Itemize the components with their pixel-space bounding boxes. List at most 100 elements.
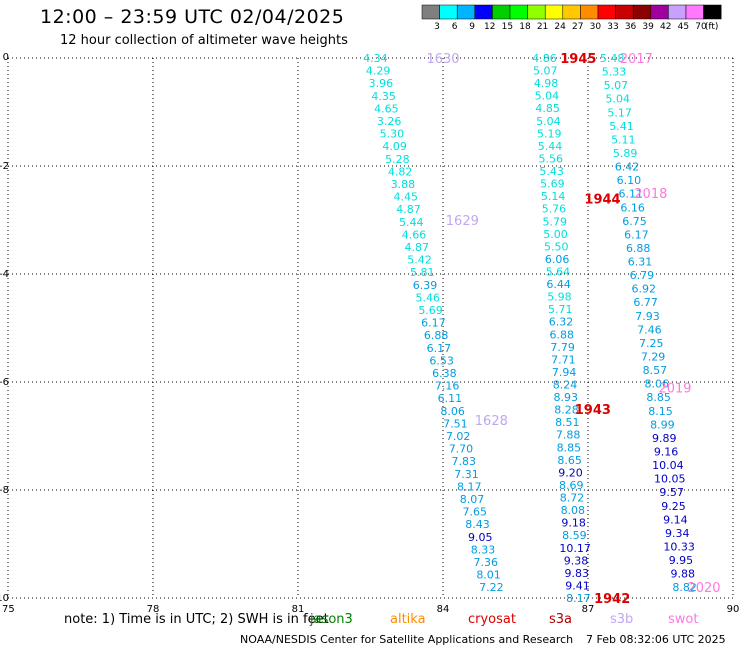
wave-height-value: 6.17 bbox=[427, 342, 452, 355]
wave-height-value: 10.04 bbox=[652, 459, 684, 472]
wave-height-value: 5.89 bbox=[613, 147, 638, 160]
wave-height-value: 8.06 bbox=[440, 405, 465, 418]
pass-number: 1945 bbox=[560, 52, 596, 67]
wave-height-value: 5.81 bbox=[410, 266, 435, 279]
wave-height-value: 8.65 bbox=[557, 454, 582, 467]
wave-height-value: 9.34 bbox=[665, 527, 690, 540]
wave-height-value: 5.98 bbox=[547, 291, 572, 304]
wave-height-value: 6.16 bbox=[620, 201, 645, 214]
wave-height-value: 8.28 bbox=[554, 404, 579, 417]
wave-height-value: 6.32 bbox=[549, 316, 574, 329]
x-tick-label: 90 bbox=[727, 604, 740, 612]
wave-height-value: 9.14 bbox=[663, 513, 688, 526]
wave-height-value: 7.79 bbox=[550, 341, 575, 354]
wave-height-value: 4.66 bbox=[402, 228, 427, 241]
wave-height-value: 5.30 bbox=[380, 128, 405, 141]
wave-height-value: 5.19 bbox=[537, 127, 562, 140]
wave-height-value: 8.85 bbox=[557, 441, 582, 454]
wave-height-value: 6.75 bbox=[622, 215, 647, 228]
scale-label: 15 bbox=[502, 22, 513, 32]
wave-height-value: 4.34 bbox=[363, 52, 388, 65]
pass-number: 1943 bbox=[575, 403, 611, 418]
y-tick-label: -8 bbox=[0, 485, 9, 496]
scale-label: 27 bbox=[572, 22, 583, 32]
wave-height-value: 4.85 bbox=[535, 102, 560, 115]
units-note: note: 1) Time is in UTC; 2) SWH is in fe… bbox=[64, 612, 329, 627]
x-tick-label: 84 bbox=[437, 604, 450, 612]
wave-height-value: 5.07 bbox=[533, 65, 558, 78]
scale-label: 21 bbox=[537, 22, 548, 32]
wave-height-value: 8.85 bbox=[646, 391, 671, 404]
x-tick-label: 75 bbox=[2, 604, 15, 612]
satellite-swot: swot bbox=[668, 612, 699, 627]
wave-height-value: 7.31 bbox=[454, 468, 479, 481]
wave-height-value: 9.41 bbox=[565, 579, 590, 592]
wave-height-value: 7.29 bbox=[641, 351, 666, 364]
wave-height-value: 8.15 bbox=[648, 405, 673, 418]
wave-height-value: 5.28 bbox=[385, 153, 410, 166]
wave-height-value: 8.43 bbox=[465, 518, 490, 531]
wave-height-value: 9.57 bbox=[659, 486, 684, 499]
wave-height-value: 6.31 bbox=[628, 256, 653, 269]
color-scale: 3 6 9 12 15 18 21 24 27 30 33 36 39 42 45 70(ft) bbox=[421, 4, 722, 32]
wave-height-value: 5.11 bbox=[611, 133, 636, 146]
wave-height-value: 7.70 bbox=[449, 443, 474, 456]
y-tick-label: -10 bbox=[0, 593, 9, 604]
wave-height-value: 6.39 bbox=[413, 279, 438, 292]
scale-label: 70 bbox=[695, 22, 707, 32]
wave-height-value: 7.36 bbox=[474, 556, 499, 569]
x-tick-label: 78 bbox=[147, 604, 160, 612]
y-tick-label: -2 bbox=[0, 161, 9, 172]
wave-height-value: 5.44 bbox=[538, 140, 563, 153]
wave-height-value: 9.38 bbox=[564, 554, 589, 567]
wave-height-value: 8.17 bbox=[566, 592, 591, 605]
wave-height-value: 5.43 bbox=[539, 165, 564, 178]
wave-height-value: 4.45 bbox=[393, 191, 418, 204]
wave-height-value: 5.04 bbox=[535, 90, 560, 103]
wave-height-value: 9.16 bbox=[654, 446, 679, 459]
scale-label: 33 bbox=[607, 22, 618, 32]
wave-height-value: 7.22 bbox=[479, 581, 504, 594]
wave-height-value: 9.83 bbox=[565, 567, 590, 580]
wave-height-value: 6.88 bbox=[550, 328, 575, 341]
wave-height-value: 8.82 bbox=[672, 581, 697, 594]
wave-height-value: 8.07 bbox=[460, 493, 485, 506]
wave-height-value: 8.72 bbox=[560, 492, 585, 505]
wave-height-value: 6.88 bbox=[424, 329, 449, 342]
scale-label: 42 bbox=[660, 22, 671, 32]
scale-label: 6 bbox=[452, 22, 458, 32]
wave-height-value: 6.77 bbox=[633, 296, 658, 309]
pass-number: 2017 bbox=[620, 52, 653, 67]
wave-height-value: 5.50 bbox=[544, 240, 569, 253]
wave-height-value: 9.95 bbox=[669, 554, 694, 567]
wave-height-value: 5.14 bbox=[541, 190, 566, 203]
wave-height-value: 6.79 bbox=[630, 269, 655, 282]
wave-height-value: 5.33 bbox=[602, 66, 627, 79]
wave-height-value: 6.88 bbox=[626, 242, 651, 255]
wave-height-value: 8.24 bbox=[553, 379, 578, 392]
wave-height-value: 10.33 bbox=[663, 540, 695, 553]
wave-height-value: 3.88 bbox=[391, 178, 416, 191]
wave-height-value: 10.17 bbox=[559, 542, 591, 555]
wave-height-value: 9.05 bbox=[468, 531, 493, 544]
wave-height-value: 5.64 bbox=[546, 265, 571, 278]
wave-height-value: 6.38 bbox=[432, 367, 457, 380]
wave-height-value: 9.25 bbox=[661, 500, 686, 513]
wave-height-value: 5.76 bbox=[542, 203, 567, 216]
wave-height-value: 6.42 bbox=[615, 161, 640, 174]
wave-height-value: 8.59 bbox=[562, 529, 587, 542]
wave-height-value: 6.44 bbox=[546, 278, 571, 291]
wave-height-value: 5.07 bbox=[604, 79, 629, 92]
wave-height-value: 5.48 bbox=[600, 52, 625, 65]
scale-label: 45 bbox=[678, 22, 689, 32]
wave-height-value: 4.09 bbox=[382, 140, 407, 153]
wave-height-value: 3.96 bbox=[369, 77, 394, 90]
scale-label: 36 bbox=[625, 22, 637, 32]
y-tick-label: -4 bbox=[0, 269, 9, 280]
wave-height-value: 8.08 bbox=[561, 504, 586, 517]
satellite-jason3: jason3 bbox=[310, 612, 353, 627]
wave-height-value: 7.25 bbox=[639, 337, 664, 350]
wave-height-value: 4.87 bbox=[396, 203, 421, 216]
wave-height-value: 8.93 bbox=[553, 391, 578, 404]
wave-height-value: 5.71 bbox=[548, 303, 573, 316]
